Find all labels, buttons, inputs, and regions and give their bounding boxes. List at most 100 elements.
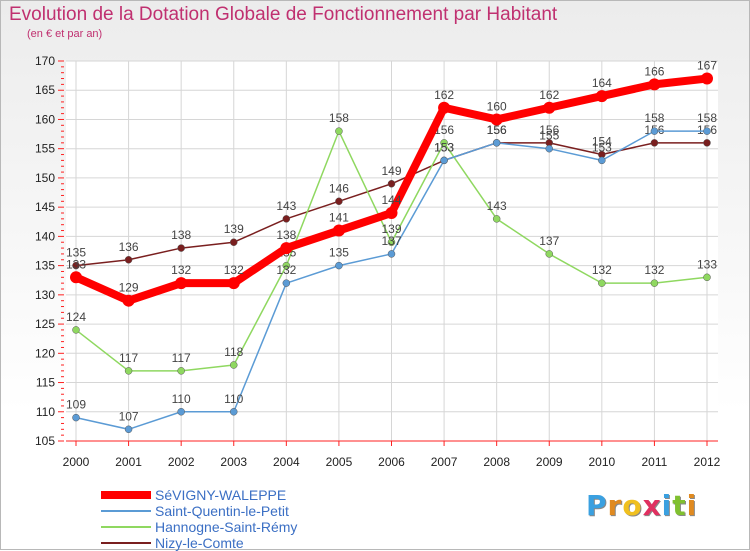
data-point [492,139,501,147]
data-label: 156 [487,123,507,137]
legend-swatch [101,542,151,544]
data-label: 138 [171,228,191,242]
x-tick-label: 2005 [326,455,353,469]
data-label: 136 [119,240,139,254]
y-tick-label: 160 [35,112,55,126]
x-tick-label: 2000 [63,455,90,469]
data-label: 158 [644,111,664,125]
data-point [282,215,291,223]
data-label: 117 [119,351,138,365]
data-label: 153 [434,140,454,154]
data-label: 139 [224,222,244,236]
brand-letter: P [586,489,608,522]
data-label: 141 [329,211,349,225]
y-tick-label: 135 [35,259,55,273]
x-tick-label: 2003 [220,455,247,469]
data-label: 143 [487,199,507,213]
brand-letter: i [661,489,673,522]
data-point [650,139,659,147]
data-label: 138 [276,228,296,242]
data-label: 132 [224,263,244,277]
brand-letter: o [622,489,643,522]
data-point [385,207,398,219]
data-label: 158 [329,111,349,125]
data-label: 156 [539,123,559,137]
legend-swatch [101,526,151,528]
data-label: 132 [171,263,191,277]
y-tick-label: 125 [35,317,55,331]
data-point [72,413,80,422]
data-point [335,261,343,270]
data-point [122,294,135,307]
data-label: 139 [381,222,401,236]
chart-title: Evolution de la Dotation Globale de Fonc… [9,4,558,25]
x-tick-label: 2002 [168,455,195,469]
x-tick-label: 2006 [378,455,405,469]
data-label: 132 [644,263,664,277]
data-label: 110 [224,392,243,406]
data-label: 132 [592,263,612,277]
data-label: 146 [329,181,349,195]
data-point [387,238,396,246]
data-point [332,224,345,237]
x-tick-label: 2007 [431,455,458,469]
data-point [282,279,291,287]
chart-subtitle: (en € et par an) [27,28,103,40]
data-label: 117 [172,351,191,365]
data-point [650,127,659,135]
x-tick-label: 2001 [115,455,142,469]
data-label: 135 [329,246,349,260]
data-label: 154 [592,135,612,149]
data-point [387,180,396,188]
x-tick-label: 2008 [483,455,510,469]
data-label: 137 [381,234,401,248]
data-label: 162 [539,88,559,102]
data-point [230,361,238,369]
brand-letter: t [672,489,687,522]
data-point [701,72,713,85]
data-point [387,250,396,258]
brand-letter: x [642,489,662,522]
data-label: 118 [224,345,243,359]
data-point [648,78,661,91]
data-point [230,238,238,246]
data-label: 110 [172,392,191,406]
y-tick-label: 115 [36,376,55,390]
data-point [492,215,501,223]
data-point [703,139,711,147]
data-label: 143 [276,199,296,213]
y-tick-label: 130 [35,288,55,302]
y-tick-label: 110 [36,405,55,419]
legend-label: Nizy-le-Comte [155,535,244,551]
data-point [124,367,133,375]
x-tick-label: 2010 [588,455,615,469]
data-point [545,144,553,153]
data-point [440,139,448,147]
y-tick-label: 120 [35,346,55,360]
data-point [440,156,448,165]
legend-label: SéVIGNY-WALEPPE [155,487,287,503]
data-point [280,242,293,255]
data-label: 149 [381,164,401,178]
data-point [124,256,133,264]
data-point [335,127,343,135]
data-label: 132 [276,263,296,277]
data-point [282,261,291,270]
data-label: 162 [434,88,454,102]
data-point [72,326,80,334]
data-point [650,279,659,287]
legend-label: Saint-Quentin-le-Petit [155,503,289,519]
x-tick-label: 2009 [536,455,563,469]
data-label: 124 [66,310,86,324]
brand-letter: i [686,489,698,522]
data-label: 164 [592,76,612,90]
data-label: 133 [66,257,86,271]
data-point [703,273,711,282]
x-tick-label: 2004 [273,455,300,469]
x-tick-label: 2011 [642,455,668,469]
data-point [335,197,343,206]
data-label: 160 [487,99,507,113]
data-point [177,408,185,416]
data-point [70,271,82,284]
